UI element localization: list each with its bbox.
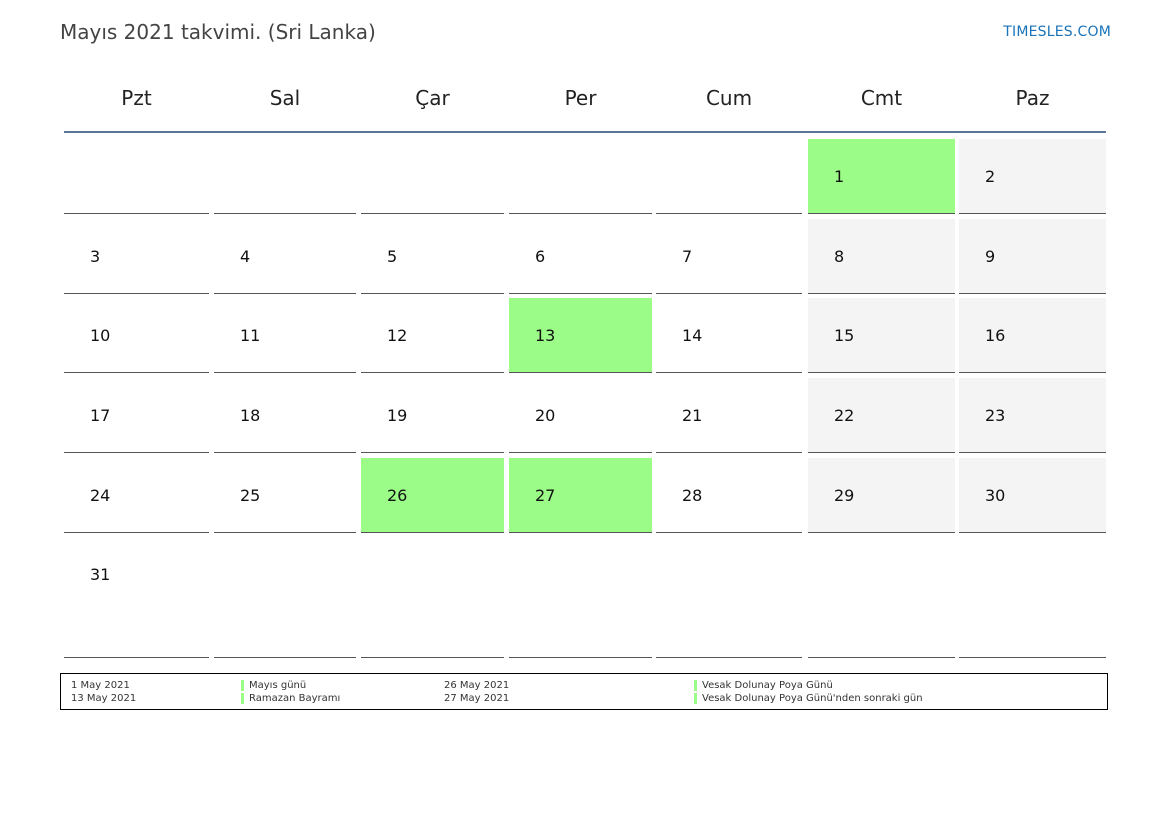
legend-date: 1 May 2021	[71, 680, 130, 691]
legend-color-bar	[694, 693, 697, 704]
weekday-label: Per	[564, 86, 597, 110]
day-cell: 6	[509, 219, 652, 294]
legend-color-bar	[241, 680, 244, 691]
day-number: 17	[90, 406, 111, 425]
day-number: 22	[834, 406, 855, 425]
day-number: 13	[535, 326, 556, 345]
legend-name: Ramazan Bayramı	[249, 693, 341, 704]
day-number: 1	[834, 167, 845, 186]
day-number: 2	[985, 167, 996, 186]
empty-day-cell	[361, 537, 504, 658]
day-cell: 1	[808, 139, 955, 214]
day-number: 23	[985, 406, 1006, 425]
day-number: 16	[985, 326, 1006, 345]
weekday-label: Çar	[415, 86, 450, 110]
legend-color-bar	[694, 680, 697, 691]
day-number: 19	[387, 406, 408, 425]
day-number: 9	[985, 247, 996, 266]
day-cell: 31	[64, 537, 209, 658]
day-cell: 13	[509, 298, 652, 373]
day-cell: 5	[361, 219, 504, 294]
legend-date: 13 May 2021	[71, 693, 137, 704]
legend-name: Vesak Dolunay Poya Günü	[702, 680, 833, 691]
day-cell: 23	[959, 378, 1106, 453]
empty-day-cell	[509, 139, 652, 214]
day-number: 15	[834, 326, 855, 345]
empty-day-cell	[656, 139, 802, 214]
empty-day-cell	[214, 537, 356, 658]
day-cell: 26	[361, 458, 504, 533]
day-cell: 29	[808, 458, 955, 533]
day-cell: 14	[656, 298, 802, 373]
day-number: 14	[682, 326, 703, 345]
legend-date: 27 May 2021	[444, 693, 510, 704]
day-cell: 24	[64, 458, 209, 533]
day-number: 29	[834, 486, 855, 505]
day-number: 25	[240, 486, 261, 505]
weekday-label: Cmt	[860, 86, 903, 110]
empty-day-cell	[656, 537, 802, 658]
page-title: Mayıs 2021 takvimi. (Sri Lanka)	[60, 20, 376, 44]
site-link[interactable]: TIMESLES.COM	[1003, 24, 1111, 40]
legend-date: 26 May 2021	[444, 680, 510, 691]
day-cell: 2	[959, 139, 1106, 214]
day-number: 11	[240, 326, 261, 345]
day-cell: 20	[509, 378, 652, 453]
day-cell: 7	[656, 219, 802, 294]
day-cell: 18	[214, 378, 356, 453]
empty-day-cell	[361, 139, 504, 214]
day-cell: 25	[214, 458, 356, 533]
day-cell: 15	[808, 298, 955, 373]
day-number: 21	[682, 406, 703, 425]
holiday-legend: 1 May 2021 13 May 2021 Mayıs günü Ramaza…	[60, 673, 1108, 710]
day-number: 26	[387, 486, 408, 505]
day-number: 7	[682, 247, 693, 266]
day-cell: 12	[361, 298, 504, 373]
day-number: 27	[535, 486, 556, 505]
weekday-label: Paz	[1015, 86, 1050, 110]
empty-day-cell	[214, 139, 356, 214]
legend-name: Mayıs günü	[249, 680, 307, 691]
day-number: 3	[90, 247, 101, 266]
day-number: 31	[90, 565, 111, 584]
day-cell: 11	[214, 298, 356, 373]
day-number: 18	[240, 406, 261, 425]
legend-name: Vesak Dolunay Poya Günü'nden sonraki gün	[702, 693, 923, 704]
day-cell: 16	[959, 298, 1106, 373]
day-cell: 10	[64, 298, 209, 373]
weekday-label: Cum	[705, 86, 753, 110]
weekday-label: Pzt	[121, 86, 152, 110]
day-number: 10	[90, 326, 111, 345]
day-cell: 17	[64, 378, 209, 453]
day-number: 24	[90, 486, 111, 505]
day-number: 8	[834, 247, 845, 266]
day-number: 6	[535, 247, 546, 266]
day-cell: 21	[656, 378, 802, 453]
day-cell: 30	[959, 458, 1106, 533]
empty-day-cell	[808, 537, 955, 658]
day-cell: 19	[361, 378, 504, 453]
legend-color-bar	[241, 693, 244, 704]
weekday-label: Sal	[269, 86, 301, 110]
day-number: 5	[387, 247, 398, 266]
day-cell: 22	[808, 378, 955, 453]
day-number: 28	[682, 486, 703, 505]
day-number: 4	[240, 247, 251, 266]
day-number: 12	[387, 326, 408, 345]
day-cell: 28	[656, 458, 802, 533]
empty-day-cell	[509, 537, 652, 658]
day-cell: 4	[214, 219, 356, 294]
empty-day-cell	[959, 537, 1106, 658]
empty-day-cell	[64, 139, 209, 214]
day-cell: 3	[64, 219, 209, 294]
day-number: 20	[535, 406, 556, 425]
day-cell: 9	[959, 219, 1106, 294]
header-divider	[64, 131, 1106, 133]
day-cell: 8	[808, 219, 955, 294]
day-cell: 27	[509, 458, 652, 533]
day-number: 30	[985, 486, 1006, 505]
